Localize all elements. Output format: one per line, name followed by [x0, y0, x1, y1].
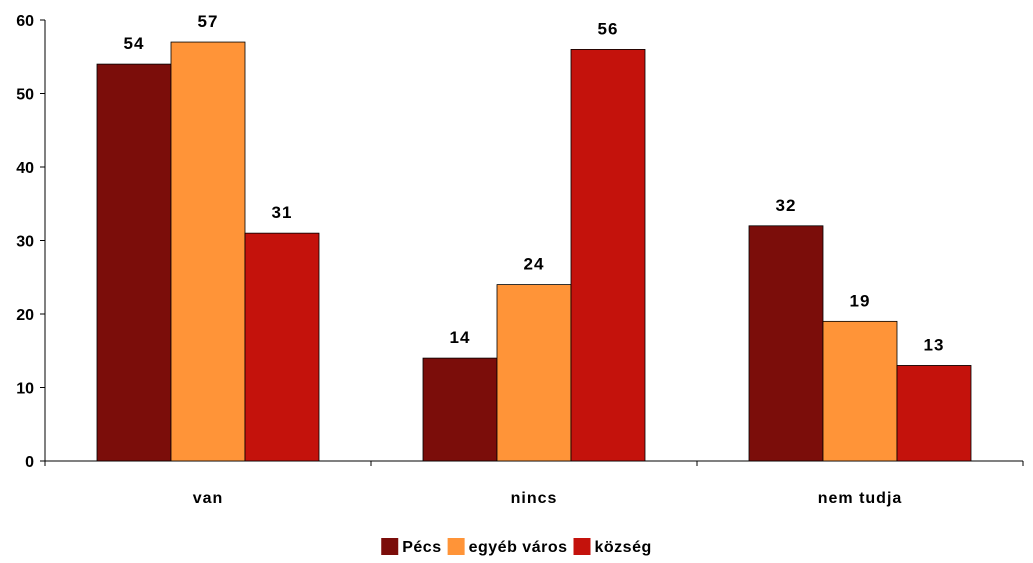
legend-item: Pécs — [381, 538, 441, 556]
data-label: 24 — [524, 255, 545, 274]
bar — [748, 225, 824, 462]
legend-label: egyéb város — [469, 539, 568, 556]
bar — [96, 63, 172, 462]
bar — [244, 232, 320, 462]
legend-label: Pécs — [402, 539, 441, 556]
y-axis: 0 10 20 30 40 50 60 — [16, 13, 46, 471]
bar — [570, 49, 646, 462]
data-label: 56 — [598, 19, 619, 38]
bar — [170, 41, 246, 462]
y-tick-label: 0 — [25, 454, 34, 471]
data-label: 13 — [924, 335, 945, 354]
y-tick-label: 40 — [16, 160, 34, 177]
legend: Pécs egyéb város község — [381, 538, 652, 556]
x-category-label: nincs — [511, 490, 558, 507]
bars — [96, 41, 972, 462]
bar — [896, 365, 972, 462]
y-tick-label: 20 — [16, 307, 34, 324]
legend-swatch — [381, 538, 399, 555]
x-category-label: nem tudja — [818, 490, 903, 507]
y-tick-label: 50 — [16, 87, 34, 104]
data-label: 31 — [272, 203, 293, 222]
y-tick-label: 10 — [16, 381, 34, 398]
bar — [822, 320, 898, 462]
legend-swatch — [447, 538, 465, 555]
data-label: 57 — [198, 12, 219, 31]
data-label: 14 — [450, 328, 471, 347]
legend-item: község — [573, 538, 652, 556]
y-tick-label: 30 — [16, 234, 34, 251]
x-axis: van nincs nem tudja — [44, 460, 1024, 507]
legend-label: község — [595, 539, 652, 556]
data-label: 54 — [124, 34, 145, 53]
bar — [422, 357, 498, 462]
bar — [496, 284, 572, 462]
y-tick-label: 60 — [16, 13, 34, 30]
x-category-label: van — [193, 490, 224, 507]
legend-item: egyéb város — [447, 538, 568, 556]
data-label: 32 — [776, 196, 797, 215]
data-label: 19 — [850, 291, 871, 310]
legend-swatch — [573, 538, 591, 555]
data-labels: 54 57 31 14 24 56 32 19 13 — [124, 12, 945, 354]
